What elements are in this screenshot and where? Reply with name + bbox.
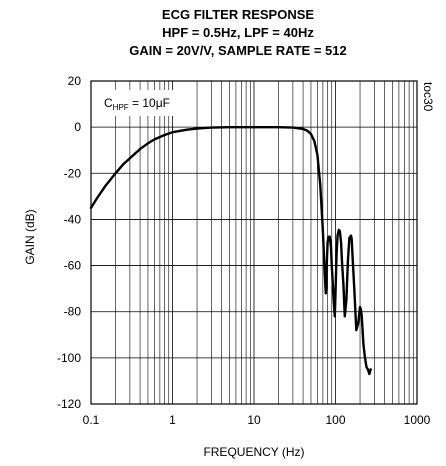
y-tick-labels: 20 0 -20 -40 -60 -80 -100 -120 — [57, 74, 81, 411]
figure-id: toc30 — [421, 82, 435, 112]
y-tick-label: -100 — [57, 351, 81, 365]
plot-border — [90, 80, 418, 405]
y-tick-label: -20 — [64, 166, 82, 180]
y-axis-label: GAIN (dB) — [23, 209, 37, 264]
chart-title-line-2: HPF = 0.5Hz, LPF = 40Hz — [162, 25, 314, 40]
x-tick-label: 10 — [247, 413, 261, 427]
x-tick-label: 100 — [325, 413, 345, 427]
y-tick-label: -80 — [64, 305, 82, 319]
y-tick-label: 0 — [74, 120, 81, 134]
svg-text:CHPF = 10μF: CHPF = 10μF — [104, 96, 170, 112]
x-tick-labels: 0.1 1 10 100 1000 — [83, 413, 431, 427]
y-tick-label: -40 — [64, 212, 82, 226]
y-tick-label: 20 — [68, 74, 82, 88]
chart-title-line-3: GAIN = 20V/V, SAMPLE RATE = 512 — [129, 43, 347, 58]
plot-frame — [90, 80, 418, 405]
y-tick-label: -60 — [64, 259, 82, 273]
chart-title-line-1: ECG FILTER RESPONSE — [161, 7, 315, 22]
x-axis-label: FREQUENCY (Hz) — [203, 445, 304, 459]
capacitor-annotation: CHPF = 10μF — [96, 90, 176, 116]
series-line-gain — [89, 125, 372, 376]
series-layer — [89, 125, 372, 376]
y-tick-label: -120 — [57, 397, 81, 411]
grid — [91, 81, 417, 404]
annotation-subscript: HPF — [113, 103, 129, 112]
x-tick-label: 1000 — [404, 413, 431, 427]
annotation-value: = 10μF — [129, 96, 170, 110]
x-tick-label: 1 — [169, 413, 176, 427]
annotation-main: C — [104, 96, 113, 110]
x-tick-label: 0.1 — [83, 413, 100, 427]
